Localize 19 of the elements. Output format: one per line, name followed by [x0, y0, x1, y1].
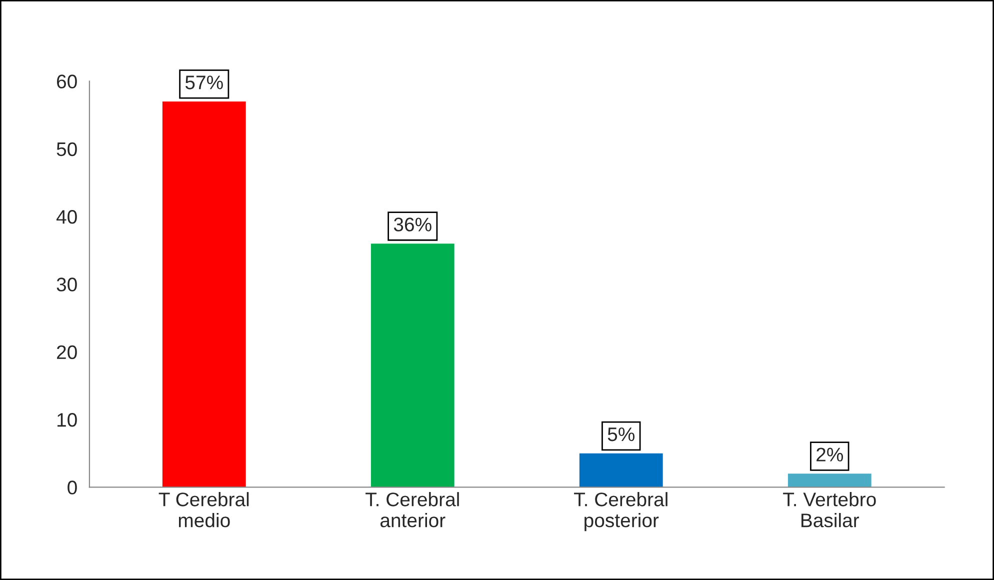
- bar: [370, 244, 454, 488]
- y-tick-label: 10: [58, 413, 77, 427]
- bar: [788, 474, 872, 488]
- data-label: 36%: [394, 218, 432, 232]
- x-tick-label: T. Vertebro Basilar: [783, 492, 876, 528]
- bar: [579, 453, 663, 488]
- y-tick-label: 60: [57, 74, 77, 88]
- data-label: 57%: [185, 76, 223, 90]
- y-tick-label: 20: [57, 345, 77, 360]
- y-tick-label: 30: [56, 278, 77, 292]
- data-label: 2%: [816, 448, 843, 462]
- y-tick-label: 50: [56, 142, 77, 156]
- y-tick-label: 0: [68, 480, 77, 494]
- data-label: 5%: [608, 428, 634, 442]
- x-tick-label: T. Cerebral posterior: [574, 492, 668, 532]
- y-tick-label: 40: [56, 210, 77, 224]
- bar: [162, 102, 246, 488]
- x-tick-label: T. Cerebral anterior: [366, 492, 459, 528]
- x-tick-label: T Cerebral medio: [158, 492, 249, 528]
